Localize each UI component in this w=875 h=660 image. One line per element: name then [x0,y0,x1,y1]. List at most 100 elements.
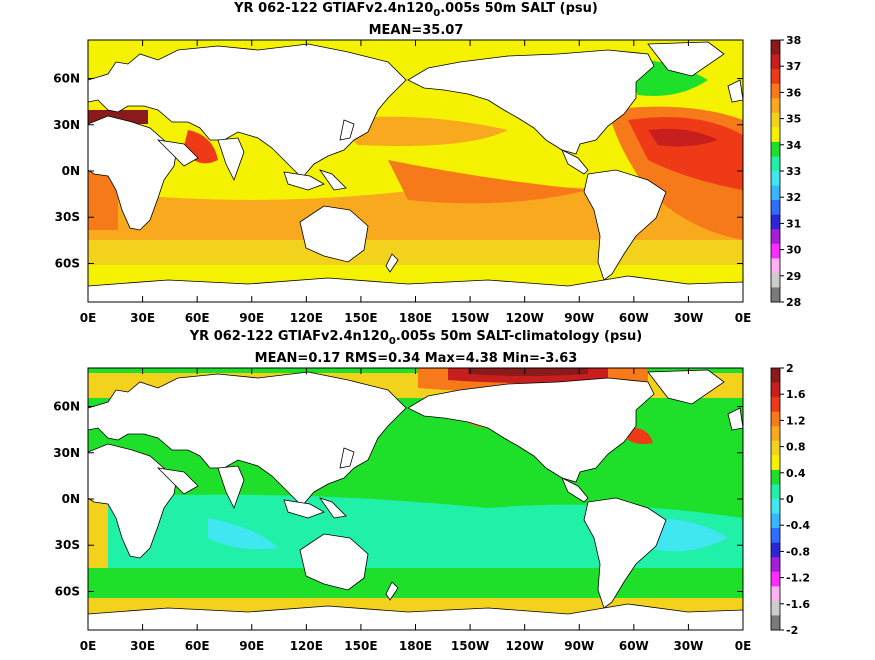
colorbar-swatch [771,69,780,85]
y-tick-label: 60S [55,584,80,598]
field-contour [388,160,588,204]
x-tick-label: 150W [451,311,489,325]
y-tick-label: 30N [53,446,80,460]
colorbar-label: -1.2 [786,572,810,585]
colorbar-swatch [771,382,780,398]
map-field [88,368,743,630]
colorbar-swatch [771,258,780,274]
field-contour [628,427,653,444]
x-tick-label: 90W [564,311,594,325]
colorbar-label: -0.4 [786,519,810,532]
colorbar-swatch [771,272,780,288]
colorbar-label: 37 [786,60,801,73]
colorbar-label: 28 [786,296,801,309]
colorbar-swatch [771,287,780,303]
colorbar-swatch [771,54,780,70]
colorbar-swatch [771,542,780,558]
colorbar-swatch [771,98,780,114]
y-tick-label: 60N [53,400,80,414]
colorbar-label: 0.4 [786,467,806,480]
panel-title-rest: .005s 50m SALT (psu) [440,1,598,16]
colorbar-swatch [771,171,780,187]
x-tick-label: 0E [80,311,97,325]
colorbar-label: 0.8 [786,441,806,454]
colorbar-swatch [771,243,780,259]
field-contour [648,518,728,552]
y-tick-label: 30S [55,538,80,552]
colorbar: 2 1.6 1.2 0.8 0.4 0 -0.4 -0.8 -1.2 -1.6 -2 [770,362,810,637]
x-tick-label: 150W [451,639,489,653]
colorbar-label: 33 [786,165,801,178]
colorbar-swatch [771,571,780,587]
x-tick-label: 120E [290,311,323,325]
x-tick-label: 180E [399,311,432,325]
colorbar-swatch [771,600,780,616]
x-tick-label: 60W [619,311,649,325]
colorbar-label: -2 [786,624,798,637]
colorbar-label: 1.6 [786,388,806,401]
colorbar-swatch [771,83,780,99]
colorbar-swatch [771,615,780,631]
x-tick-label: 90E [239,639,264,653]
colorbar-swatch [771,214,780,230]
colorbar-swatch [771,557,780,573]
x-tick-label: 120E [290,639,323,653]
colorbar-swatch [771,484,780,500]
colorbar-swatch [771,229,780,245]
colorbar-label: 35 [786,113,801,126]
field-contour [88,240,743,270]
map-panel: YR 062-122 GTIAFv2.4n1200.005s 50m SALT … [53,1,801,325]
x-tick-label: 60E [185,639,210,653]
y-tick-label: 0N [62,492,80,506]
x-tick-label: 150E [344,639,377,653]
colorbar-label: 0 [786,493,794,506]
field-contour [648,128,718,147]
colorbar-label: 2 [786,362,794,375]
colorbar-swatch [771,440,780,456]
y-tick-label: 60N [53,72,80,86]
x-tick-label: 120W [506,311,544,325]
field-contour [328,116,508,146]
colorbar-swatch [771,141,780,157]
map-field [88,40,743,302]
field-contour [88,488,108,568]
y-tick-label: 0N [62,164,80,178]
field-contour [468,368,588,376]
colorbar-swatch [771,200,780,216]
panel-title: YR 062-122 GTIAFv2.4n1200.005s 50m SALT-… [189,329,642,347]
colorbar-swatch [771,455,780,471]
colorbar: 38 37 36 35 34 33 32 31 30 29 28 [770,34,802,309]
colorbar-label: 31 [786,217,801,230]
colorbar-swatch [771,426,780,442]
colorbar-label: 34 [786,139,802,152]
panel-title-subscript: 0 [433,8,440,19]
colorbar-label: 32 [786,191,801,204]
colorbar-swatch [771,368,780,384]
panel-stats: MEAN=0.17 RMS=0.34 Max=4.38 Min=-3.63 [255,351,578,366]
colorbar-swatch [771,586,780,602]
panel-title: YR 062-122 GTIAFv2.4n1200.005s 50m SALT … [233,1,598,19]
x-tick-label: 180E [399,639,432,653]
colorbar-swatch [771,411,780,427]
field-contour [88,568,743,598]
colorbar-swatch [771,469,780,485]
panel-title-main: YR 062-122 GTIAFv2.4n120 [189,329,389,344]
x-tick-label: 90W [564,639,594,653]
x-tick-label: 30E [130,639,155,653]
colorbar-swatch [771,528,780,544]
colorbar-swatch [771,127,780,143]
panel-stats: MEAN=35.07 [369,23,464,38]
field-contour [208,518,278,550]
colorbar-swatch [771,112,780,128]
field-contour [88,186,743,250]
colorbar-label: 36 [786,86,802,99]
colorbar-swatch [771,397,780,413]
colorbar-label: 1.2 [786,414,806,427]
x-tick-label: 90E [239,311,264,325]
x-tick-label: 150E [344,311,377,325]
x-tick-label: 0E [735,639,752,653]
y-tick-label: 30S [55,210,80,224]
colorbar-swatch [771,185,780,201]
x-tick-label: 30W [673,639,703,653]
colorbar-label: 29 [786,270,801,283]
